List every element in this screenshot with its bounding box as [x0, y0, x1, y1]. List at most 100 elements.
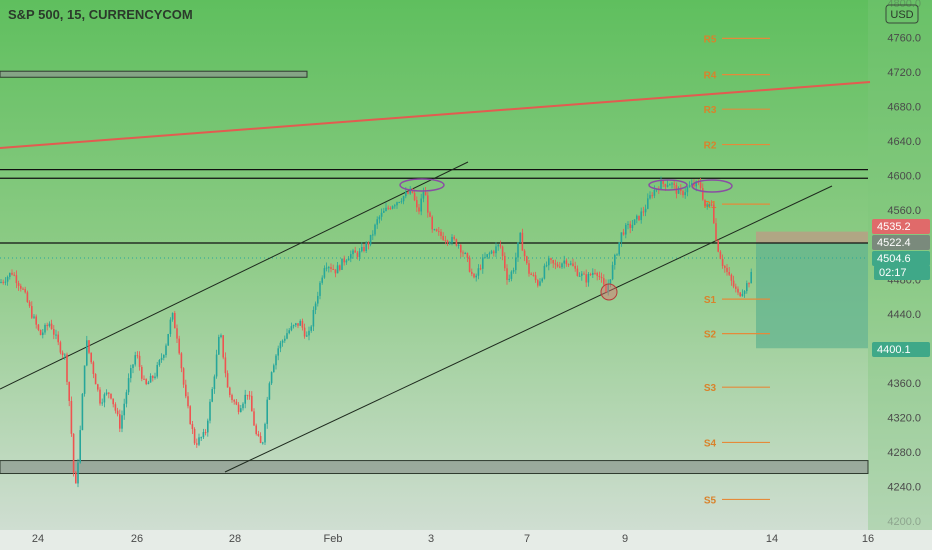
price-tick-label: 4240.0: [887, 481, 921, 493]
currency-button[interactable]: USD: [885, 4, 919, 24]
candle-body: [48, 323, 51, 327]
candle-body: [374, 224, 376, 235]
candle-body: [290, 326, 293, 331]
candle-body: [457, 244, 460, 246]
candle-body: [97, 384, 99, 390]
candle-body: [402, 196, 405, 202]
candle-body: [136, 355, 139, 357]
top-marker-ellipse-2[interactable]: [648, 179, 688, 191]
price-tick-label: 4200.0: [887, 516, 921, 528]
candle-body: [200, 437, 202, 439]
badge-4504[interactable]: [872, 251, 930, 266]
resistance-trendline-red[interactable]: [0, 81, 871, 149]
time-tick-label: 16: [862, 533, 874, 545]
candle-body: [101, 402, 103, 404]
candle-body: [279, 342, 282, 349]
candle-body: [724, 266, 726, 268]
candle-body: [88, 340, 90, 353]
candle-body: [684, 192, 686, 196]
candle-body: [519, 232, 521, 243]
candle-body: [677, 188, 680, 194]
candle-body: [39, 329, 42, 336]
candle-body: [141, 366, 143, 379]
candle-body: [130, 368, 132, 379]
chart-title: S&P 500, 15, CURRENCYCOM: [8, 7, 193, 22]
candle-body: [572, 263, 574, 267]
candle-body: [28, 302, 31, 307]
candle-body: [121, 415, 123, 429]
candle-body: [259, 435, 262, 444]
candle-body: [350, 254, 352, 259]
candle-body: [449, 242, 451, 244]
time-axis-ticks: 24 26 28 Feb 3 7 9 14 16: [32, 533, 874, 545]
candle-body: [334, 269, 337, 274]
candle-body: [156, 365, 158, 377]
badge-4535[interactable]: [872, 219, 930, 234]
reward-zone[interactable]: [756, 242, 868, 349]
badge-4535-text: 4535.2: [877, 221, 911, 233]
candle-body: [600, 277, 603, 279]
candle-body: [539, 281, 541, 286]
time-tick-label: 9: [622, 533, 628, 545]
candle-body: [719, 251, 722, 259]
candle-body: [330, 267, 332, 269]
time-tick-label: 3: [428, 533, 434, 545]
candle-body: [110, 393, 112, 399]
top-marker-ellipse-1[interactable]: [399, 178, 445, 192]
candle-body: [132, 364, 134, 369]
candle-body: [521, 232, 524, 251]
candle-body: [699, 182, 702, 189]
top-left-zone[interactable]: [0, 70, 308, 78]
candle-body: [286, 333, 288, 339]
candle-body: [647, 198, 649, 209]
candle-body: [347, 258, 350, 261]
bottom-marker-circle[interactable]: [600, 283, 618, 301]
candle-body: [671, 183, 673, 185]
candle-body: [545, 265, 548, 267]
candle-body: [2, 281, 4, 283]
candle-body: [493, 251, 495, 254]
candle-body: [420, 198, 422, 212]
candle-body: [55, 334, 57, 336]
top-marker-ellipse-3[interactable]: [691, 179, 733, 193]
candle-body: [556, 264, 559, 267]
candle-body: [171, 312, 174, 320]
risk-zone[interactable]: [756, 231, 868, 243]
pivot-label-s5: S5: [704, 495, 717, 506]
candle-body: [416, 200, 418, 208]
candle-body: [488, 253, 491, 255]
badge-4522[interactable]: [872, 235, 930, 250]
channel-lower-line[interactable]: [224, 185, 833, 473]
candle-body: [728, 272, 730, 275]
candle-body: [713, 204, 715, 224]
badge-countdown[interactable]: [874, 265, 930, 280]
candle-body: [281, 340, 284, 343]
candle-body: [385, 207, 387, 211]
candle-body: [407, 192, 409, 194]
price-tick-label: 4600.0: [887, 171, 921, 183]
candle-body: [501, 246, 504, 256]
candle-body: [394, 205, 396, 207]
candle-body: [400, 201, 403, 203]
badge-4400[interactable]: [872, 342, 930, 357]
candle-body: [548, 258, 550, 266]
time-tick-label: Feb: [324, 533, 343, 545]
candle-body: [158, 359, 161, 366]
target-layer: [756, 231, 868, 349]
candle-body: [596, 273, 598, 276]
candle-body: [636, 215, 638, 220]
candle-body: [438, 231, 440, 233]
candle-body: [268, 383, 271, 400]
candle-body: [396, 202, 398, 206]
candle-body: [343, 258, 345, 263]
price-tick-label: 4320.0: [887, 412, 921, 424]
channel-upper-line[interactable]: [0, 161, 469, 390]
candle-body: [644, 208, 647, 213]
candle-body: [528, 263, 530, 274]
candle-body: [563, 260, 565, 264]
candle-body: [229, 387, 231, 395]
bottom-zone[interactable]: [0, 460, 869, 475]
candle-body: [270, 372, 273, 384]
candle-body: [81, 393, 84, 431]
